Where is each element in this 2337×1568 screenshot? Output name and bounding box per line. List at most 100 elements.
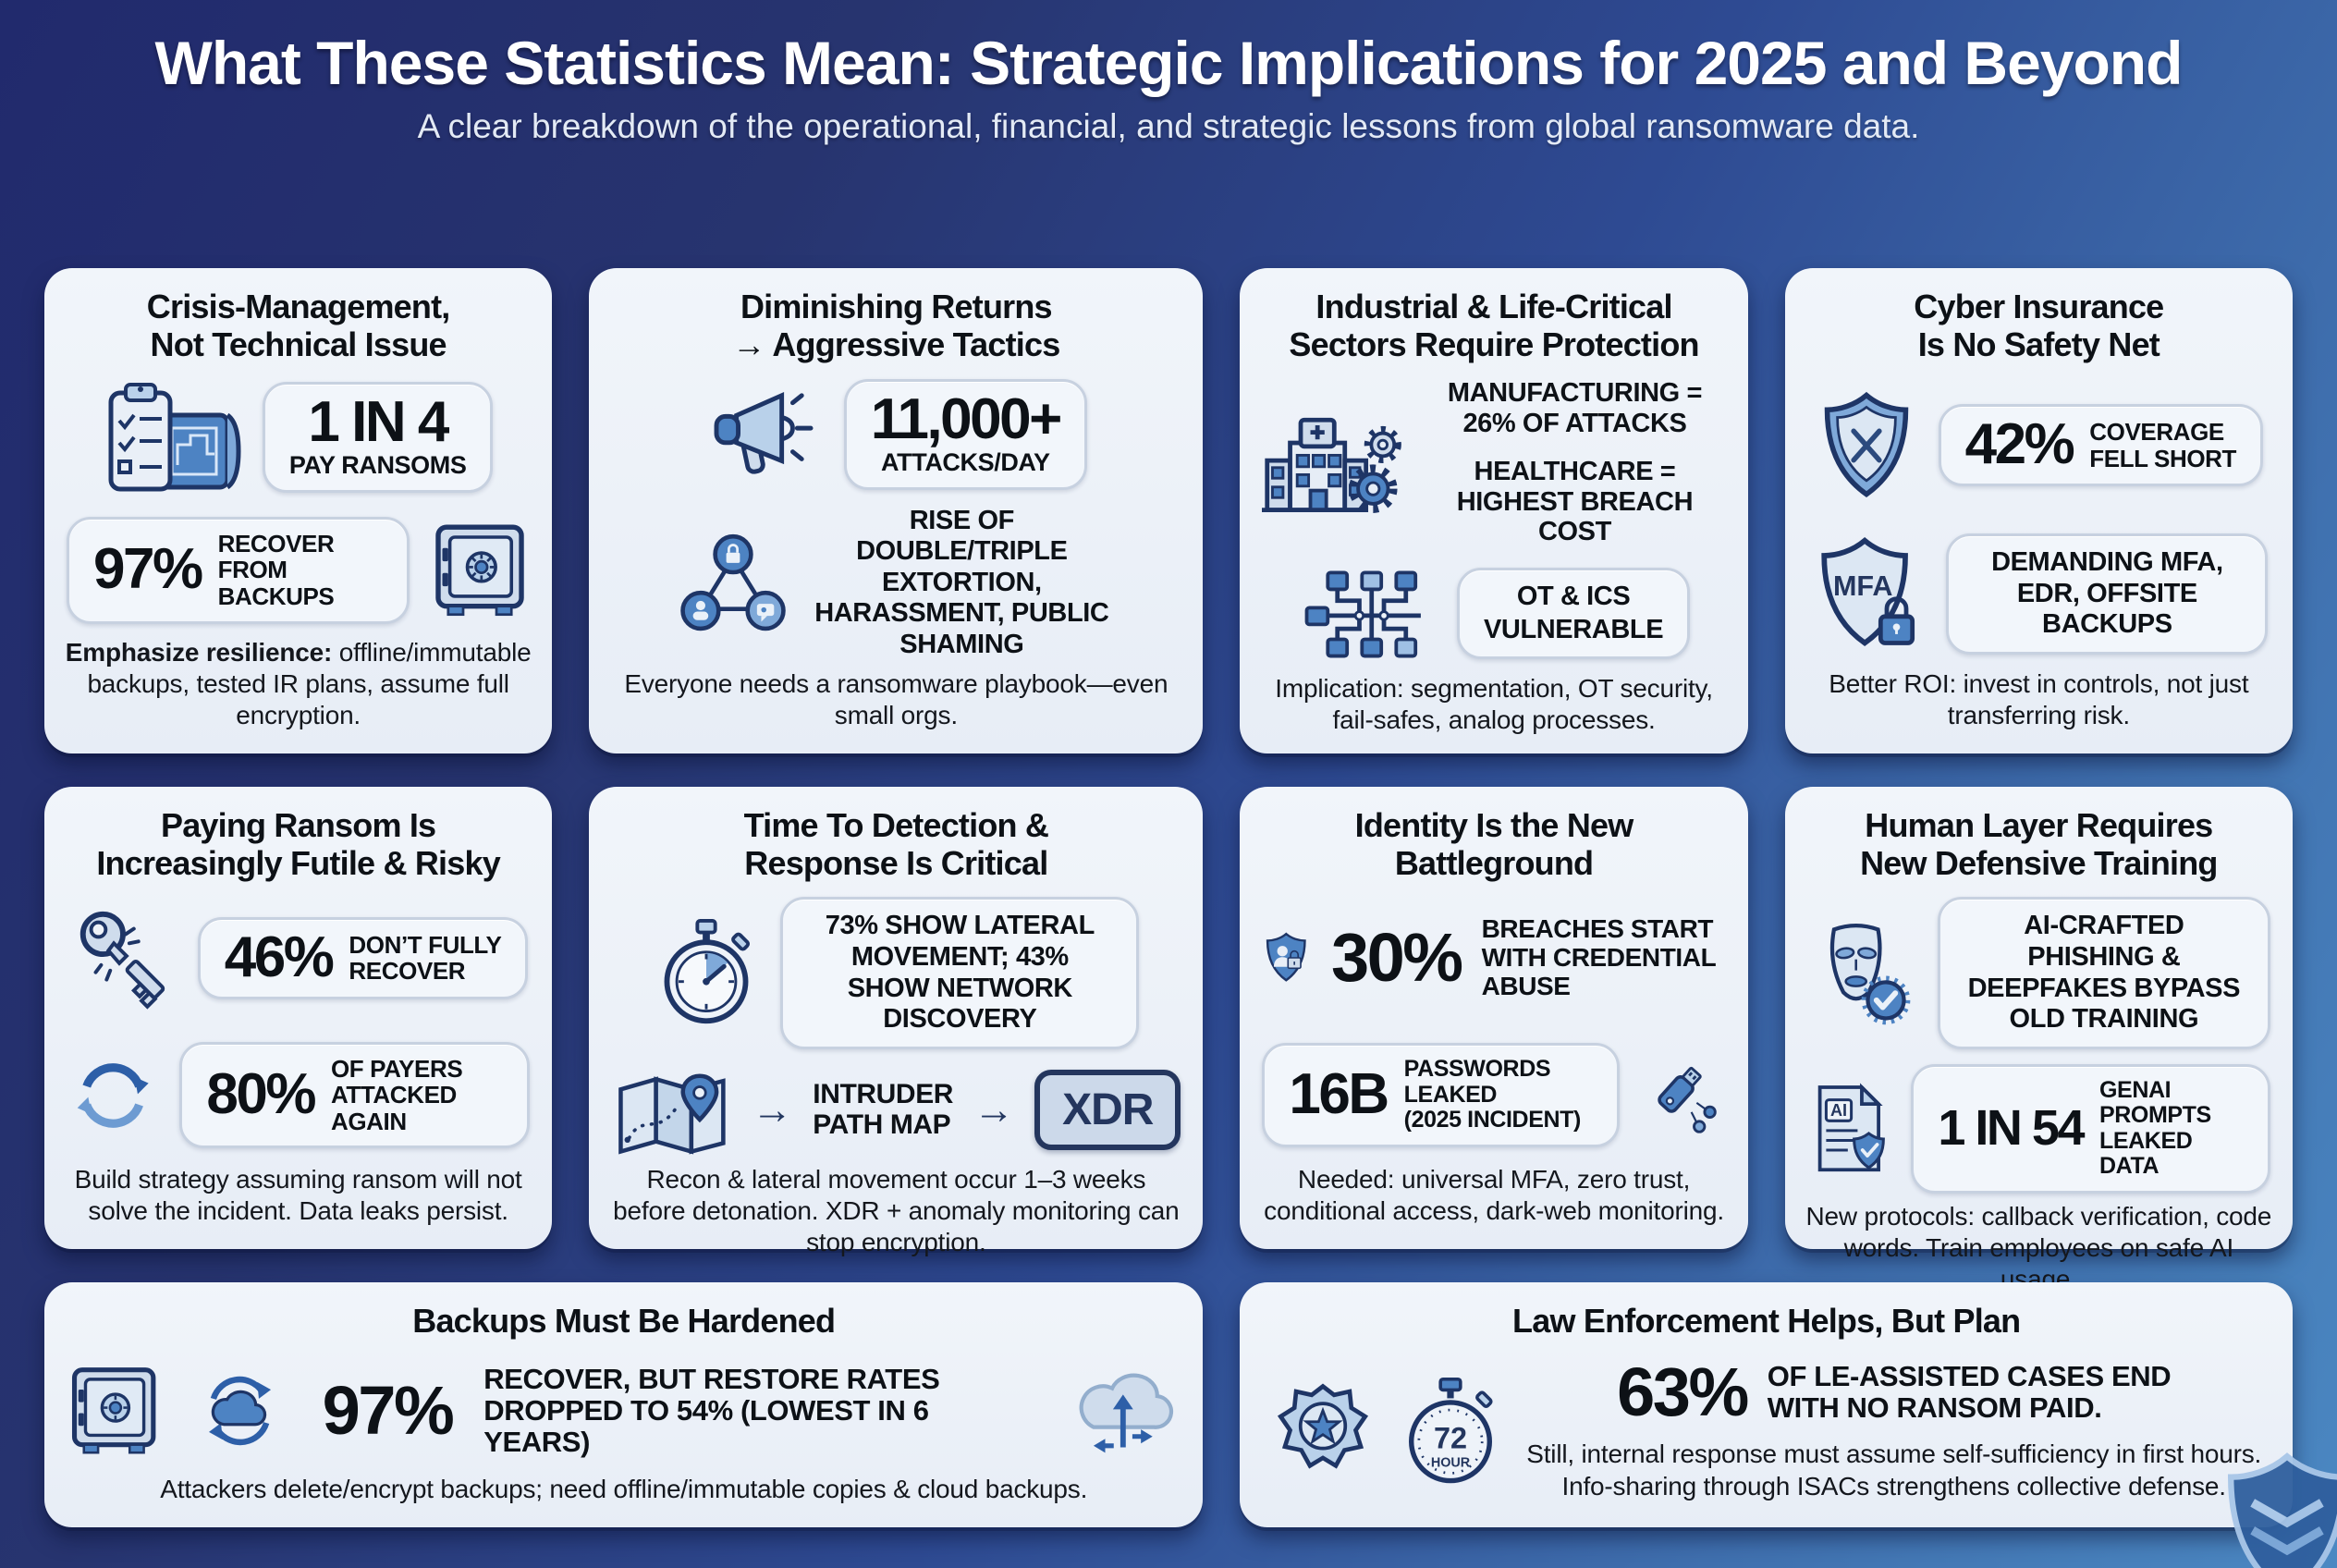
card-title: Time To Detection & Response Is Critical: [743, 806, 1049, 882]
card-detection-response: Time To Detection & Response Is Critical: [589, 787, 1204, 1256]
stat-recover-backups: 97% RECOVER FROM BACKUPS: [67, 516, 410, 624]
stat-passwords-leaked: 16B PASSWORDS LEAKED (2025 INCIDENT): [1262, 1043, 1620, 1147]
xdr-badge: XDR: [1034, 1070, 1181, 1151]
stat-row: 73% SHOW LATERAL MOVEMENT; 43% SHOW NETW…: [611, 897, 1181, 1049]
usb-key-icon: [1658, 1066, 1717, 1133]
stat-attacks-per-day: 11,000+ ATTACKS/DAY: [843, 378, 1087, 491]
card-title: Paying Ransom Is Increasingly Futile & R…: [96, 806, 500, 882]
flow-arrow: →: [752, 1086, 793, 1133]
stat-row: 30% BREACHES START WITH CREDENTIAL ABUSE: [1262, 897, 1725, 1019]
flow-row: → INTRUDER PATH MAP → XDR: [611, 1064, 1181, 1157]
card-grid: Crisis-Management, Not Technical Issue: [44, 268, 2293, 1527]
card-aggressive-tactics: Diminishing Returns → Aggressive Tactics…: [589, 268, 1204, 753]
fact-healthcare: HEALTHCARE = HIGHEST BREACH COST: [1456, 457, 1694, 547]
stat-row: AI 1 IN 54 GENAI PROMPTS LEAKED DATA: [1807, 1063, 2270, 1194]
brand-shield-icon: [2227, 1452, 2337, 1568]
stat-row: 16B PASSWORDS LEAKED (2025 INCIDENT): [1262, 1035, 1725, 1157]
timer-value: 72: [1434, 1421, 1467, 1454]
highlight-row: RISE OF DOUBLE/TRIPLE EXTORTION, HARASSM…: [611, 506, 1181, 661]
extortion-cycle-icon: [680, 533, 787, 631]
stat-genai-prompts: 1 IN 54 GENAI PROMPTS LEAKED DATA: [1911, 1063, 2270, 1194]
broken-key-icon: [80, 912, 165, 1011]
card-title: Diminishing Returns → Aggressive Tactics: [732, 288, 1060, 363]
card-footer: Implication: segmentation, OT security, …: [1275, 673, 1713, 734]
stat-ai-phishing: AI-CRAFTED PHISHING & DEEPFAKES BYPASS O…: [1937, 897, 2270, 1049]
page-header: What These Statistics Mean: Strategic Im…: [0, 0, 2337, 146]
clipboard-blueprint-icon: [108, 382, 241, 492]
card-crisis-management: Crisis-Management, Not Technical Issue: [44, 268, 553, 753]
stat-le-label: OF LE-ASSISTED CASES END WITH NO RANSOM …: [1767, 1359, 2172, 1424]
stat-pay-ransoms: 1 IN 4 PAY RANSOMS: [262, 381, 494, 494]
stat-credential-label: BREACHES START WITH CREDENTIAL ABUSE: [1481, 914, 1717, 1000]
card-footer: Attackers delete/encrypt backups; need o…: [160, 1474, 1088, 1503]
cloud-sync-icon: [209, 1376, 272, 1445]
card-title: Human Layer Requires New Defensive Train…: [1860, 806, 2218, 882]
card-title: Identity Is the New Battleground: [1354, 806, 1634, 882]
flow-label: INTRUDER PATH MAP: [813, 1079, 954, 1140]
stat-row: OT & ICS VULNERABLE: [1262, 562, 1725, 666]
card-backups-hardened: Backups Must Be Hardened: [44, 1282, 1204, 1527]
stat-attacked-again: 80% OF PAYERS ATTACKED AGAIN: [179, 1041, 531, 1149]
card-footer: Build strategy assuming ransom will not …: [74, 1164, 522, 1225]
flow-arrow: →: [973, 1086, 1015, 1133]
card-paying-ransom: Paying Ransom Is Increasingly Futile & R…: [44, 787, 553, 1249]
card-footer: Emphasize resilience: offline/immutable …: [65, 637, 532, 729]
card-law-enforcement: Law Enforcement Helps, But Plan 72 HOUR: [1240, 1282, 2293, 1527]
card-title: Law Enforcement Helps, But Plan: [1512, 1302, 2021, 1340]
megaphone-icon: [714, 392, 814, 474]
network-nodes-icon: [1304, 570, 1421, 658]
mfa-label: MFA: [1833, 570, 1892, 602]
extortion-highlight: RISE OF DOUBLE/TRIPLE EXTORTION, HARASSM…: [814, 505, 1109, 660]
ai-doc-icon: AI: [1817, 1083, 1885, 1171]
stat-coverage-fell-short: 42% COVERAGE FELL SHORT: [1938, 404, 2264, 487]
stat-row: 97% RECOVER, BUT RESTORE RATES DROPPED T…: [67, 1355, 1181, 1466]
card-footer: Better ROI: invest in controls, not just…: [1829, 668, 2249, 729]
identity-shield-icon: [1266, 932, 1307, 983]
stat-inner-row: 63% OF LE-ASSISTED CASES END WITH NO RAN…: [1617, 1353, 2172, 1430]
police-badge-icon: [1278, 1383, 1369, 1469]
stat-row: 72 HOUR 63% OF LE-ASSISTED CASES END WIT…: [1262, 1355, 2270, 1507]
stopwatch-icon: [664, 918, 751, 1023]
card-title: Cyber Insurance Is No Safety Net: [1914, 288, 2164, 363]
stat-row: 80% OF PAYERS ATTACKED AGAIN: [67, 1035, 531, 1157]
mask-verified-icon: [1829, 923, 1911, 1024]
stat-row: 11,000+ ATTACKS/DAY: [611, 378, 1181, 491]
stat-le-value: 63%: [1617, 1353, 1749, 1430]
stat-lateral-movement: 73% SHOW LATERAL MOVEMENT; 43% SHOW NETW…: [780, 897, 1140, 1049]
page-title: What These Statistics Mean: Strategic Im…: [154, 29, 2184, 97]
repeat-arrows-icon: [77, 1062, 149, 1128]
stat-recover-value: 97%: [322, 1371, 455, 1449]
stat-dont-recover: 46% DON’T FULLY RECOVER: [197, 916, 529, 999]
card-identity-battleground: Identity Is the New Battleground 30% BRE…: [1240, 787, 1748, 1249]
facts-row: MANUFACTURING = 26% OF ATTACKS HEALTHCAR…: [1262, 378, 1725, 546]
card-cyber-insurance: Cyber Insurance Is No Safety Net 42% COV…: [1784, 268, 2293, 753]
card-human-layer: Human Layer Requires New Defensive Train…: [1784, 787, 2293, 1293]
hospital-gears-icon: [1262, 417, 1402, 513]
law-stat-block: 63% OF LE-ASSISTED CASES END WITH NO RAN…: [1526, 1353, 2261, 1502]
shield-x-icon: [1824, 391, 1908, 497]
safe-icon: [71, 1366, 156, 1454]
card-industrial-sectors: Industrial & Life-Critical Sectors Requi…: [1240, 268, 1748, 753]
page-subtitle: A clear breakdown of the operational, fi…: [417, 107, 1920, 145]
stat-row: 46% DON’T FULLY RECOVER: [67, 897, 530, 1019]
stat-ot-ics: OT & ICS VULNERABLE: [1456, 568, 1691, 660]
stat-row: 42% COVERAGE FELL SHORT: [1807, 378, 2270, 512]
card-title: Backups Must Be Hardened: [412, 1302, 836, 1340]
card-footer: Everyone needs a ransomware playbook—eve…: [624, 668, 1168, 729]
stat-credential-value: 30%: [1330, 919, 1463, 997]
timer-unit: HOUR: [1431, 1455, 1471, 1470]
cloud-upload-icon: [1080, 1373, 1174, 1453]
stat-row: 97% RECOVER FROM BACKUPS: [67, 511, 530, 630]
timer-72h-icon: 72 HOUR: [1409, 1377, 1493, 1484]
card-title: Crisis-Management, Not Technical Issue: [146, 288, 451, 363]
map-pin-icon: [618, 1073, 726, 1155]
safe-icon: [435, 524, 524, 616]
stat-row: MFA DEMANDING MFA, EDR, OFFSITE BACKUPS: [1807, 527, 2270, 661]
card-footer: Recon & lateral movement occur 1–3 weeks…: [613, 1164, 1180, 1257]
sector-facts: MANUFACTURING = 26% OF ATTACKS HEALTHCAR…: [1424, 378, 1726, 546]
ai-label: AI: [1830, 1101, 1847, 1120]
card-footer: Needed: universal MFA, zero trust, condi…: [1264, 1164, 1724, 1225]
stat-recover-label: RECOVER, BUT RESTORE RATES DROPPED TO 54…: [483, 1362, 940, 1458]
fact-manufacturing: MANUFACTURING = 26% OF ATTACKS: [1447, 378, 1703, 438]
